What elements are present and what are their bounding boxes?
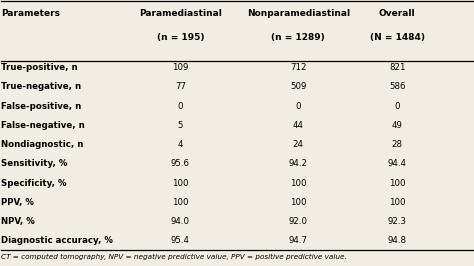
Text: 28: 28 <box>392 140 403 149</box>
Text: 0: 0 <box>178 102 183 111</box>
Text: (N = 1484): (N = 1484) <box>370 33 425 42</box>
Text: 109: 109 <box>172 63 189 72</box>
Text: CT = computed tomography, NPV = negative predictive value, PPV = positive predic: CT = computed tomography, NPV = negative… <box>1 254 347 260</box>
Text: 77: 77 <box>175 82 186 92</box>
Text: Sensitivity, %: Sensitivity, % <box>1 159 68 168</box>
Text: 586: 586 <box>389 82 405 92</box>
Text: 0: 0 <box>394 102 400 111</box>
Text: 100: 100 <box>389 198 405 207</box>
Text: 92.3: 92.3 <box>388 217 407 226</box>
Text: False-positive, n: False-positive, n <box>1 102 82 111</box>
Text: NPV, %: NPV, % <box>1 217 35 226</box>
Text: PPV, %: PPV, % <box>1 198 34 207</box>
Text: (n = 1289): (n = 1289) <box>272 33 325 42</box>
Text: 100: 100 <box>290 178 307 188</box>
Text: 92.0: 92.0 <box>289 217 308 226</box>
Text: 821: 821 <box>389 63 405 72</box>
Text: Paramediastinal: Paramediastinal <box>139 9 222 18</box>
Text: 100: 100 <box>172 198 189 207</box>
Text: 94.2: 94.2 <box>289 159 308 168</box>
Text: 0: 0 <box>295 102 301 111</box>
Text: 100: 100 <box>389 178 405 188</box>
Text: 100: 100 <box>172 178 189 188</box>
Text: 94.4: 94.4 <box>388 159 407 168</box>
Text: Overall: Overall <box>379 9 416 18</box>
Text: (n = 195): (n = 195) <box>157 33 204 42</box>
Text: False-negative, n: False-negative, n <box>1 121 85 130</box>
Text: 95.6: 95.6 <box>171 159 190 168</box>
Text: Nonparamediastinal: Nonparamediastinal <box>246 9 350 18</box>
Text: True-negative, n: True-negative, n <box>1 82 82 92</box>
Text: True-positive, n: True-positive, n <box>1 63 78 72</box>
Text: 4: 4 <box>178 140 183 149</box>
Text: Specificity, %: Specificity, % <box>1 178 67 188</box>
Text: 94.0: 94.0 <box>171 217 190 226</box>
Text: 509: 509 <box>290 82 307 92</box>
Text: 100: 100 <box>290 198 307 207</box>
Text: 94.7: 94.7 <box>289 236 308 245</box>
Text: 49: 49 <box>392 121 402 130</box>
Text: 24: 24 <box>293 140 304 149</box>
Text: 94.8: 94.8 <box>388 236 407 245</box>
Text: Diagnostic accuracy, %: Diagnostic accuracy, % <box>1 236 113 245</box>
Text: Nondiagnostic, n: Nondiagnostic, n <box>1 140 84 149</box>
Text: Parameters: Parameters <box>1 9 60 18</box>
Text: 5: 5 <box>178 121 183 130</box>
Text: 44: 44 <box>293 121 304 130</box>
Text: 95.4: 95.4 <box>171 236 190 245</box>
Text: 712: 712 <box>290 63 307 72</box>
